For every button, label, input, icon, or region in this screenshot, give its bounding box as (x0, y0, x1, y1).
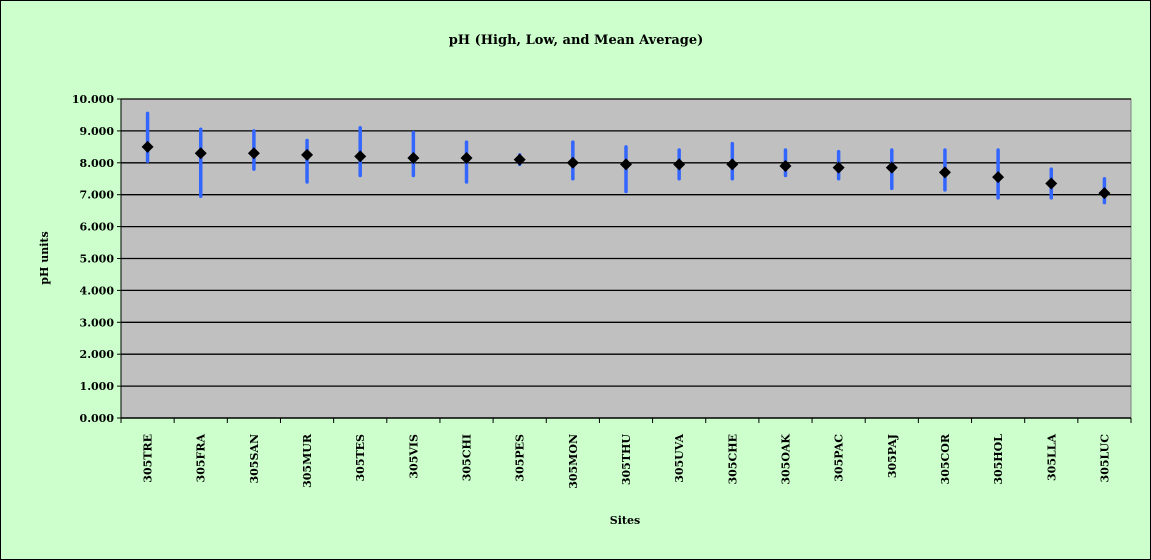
y-tick-label: 5.000 (80, 253, 115, 266)
category-label: 305LUC (1098, 434, 1111, 483)
mean-point (141, 140, 154, 153)
mean-point (354, 150, 367, 163)
mean-point (301, 148, 314, 161)
mean-point (566, 156, 579, 169)
y-tick-label: 3.000 (80, 316, 115, 329)
y-tick-label: 6.000 (80, 221, 115, 234)
category-label: 305MON (567, 434, 580, 489)
mean-point (247, 147, 260, 160)
category-label: 305SAN (248, 434, 261, 484)
category-label: 305THU (620, 434, 633, 486)
mean-point (726, 158, 739, 171)
y-tick-label: 7.000 (80, 189, 115, 202)
category-label: 305LLA (1045, 434, 1058, 481)
mean-point (460, 152, 473, 165)
mean-point (992, 171, 1005, 184)
category-label: 305OAK (779, 434, 792, 485)
category-label: 305PAJ (886, 434, 899, 478)
mean-point (885, 161, 898, 174)
category-label: 305MUR (301, 433, 314, 488)
y-axis-label: pH units (38, 231, 51, 284)
category-label: 305UVA (673, 434, 686, 483)
mean-point (779, 159, 792, 172)
y-tick-label: 9.000 (80, 125, 115, 138)
mean-point (832, 161, 845, 174)
category-label: 305FRA (195, 434, 208, 483)
y-tick-label: 10.000 (72, 93, 114, 106)
category-label: 305HOL (992, 434, 1005, 485)
mean-point (620, 158, 632, 171)
category-label: 305PES (514, 434, 527, 482)
mean-point (938, 166, 951, 179)
y-tick-label: 4.000 (80, 284, 115, 297)
mean-point (1098, 187, 1111, 200)
category-label: 305VIS (407, 434, 420, 479)
category-label: 305CHE (726, 434, 739, 485)
category-label: 305CHI (461, 434, 474, 481)
x-axis-label: Sites (610, 514, 640, 527)
mean-point (673, 158, 686, 171)
y-tick-label: 0.000 (80, 412, 115, 425)
category-label: 305TRE (142, 434, 155, 483)
mean-point (194, 147, 207, 160)
mean-point (1045, 177, 1058, 190)
mean-point (513, 153, 526, 166)
y-tick-label: 8.000 (80, 157, 115, 170)
y-tick-label: 2.000 (80, 348, 115, 361)
category-label: 305PAC (833, 434, 846, 482)
mean-point (407, 152, 420, 165)
category-label: 305COR (939, 433, 952, 484)
category-label: 305TES (354, 434, 367, 482)
y-tick-label: 1.000 (80, 380, 115, 393)
chart-title: pH (High, Low, and Mean Average) (449, 33, 704, 48)
